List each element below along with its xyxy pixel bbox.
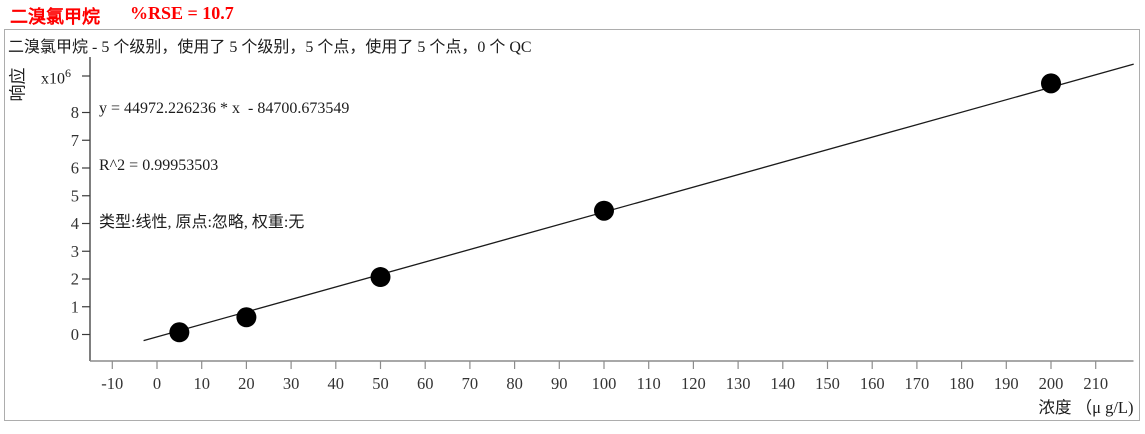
y-tick-label: 3 [71, 242, 79, 261]
x-axis-label: 浓度 （μ g/L) [1038, 398, 1133, 417]
x-tick-label: 200 [1039, 374, 1064, 393]
fit-r-squared: R^2 = 0.99953503 [99, 157, 219, 174]
y-tick-label: 7 [71, 131, 79, 150]
calibration-point[interactable] [370, 267, 391, 288]
x-tick-label: 10 [193, 374, 210, 393]
calibration-point[interactable] [169, 322, 190, 343]
x-tick-label: 80 [506, 374, 523, 393]
y-tick-label: 4 [71, 214, 79, 233]
fit-type-info: 类型:线性, 原点:忽略, 权重:无 [99, 214, 305, 231]
x-tick-label: 170 [905, 374, 930, 393]
x-tick-label: 50 [372, 374, 389, 393]
x-tick-label: 70 [462, 374, 479, 393]
rse-value: %RSE = 10.7 [130, 3, 234, 23]
calibration-point[interactable] [1041, 73, 1061, 94]
x-tick-label: 130 [726, 374, 751, 393]
y-tick-label: 2 [71, 270, 79, 289]
y-tick-label: 8 [71, 103, 79, 122]
x-tick-label: 190 [994, 374, 1019, 393]
compound-name: 二溴氯甲烷 [10, 7, 100, 27]
y-tick-label: 5 [71, 186, 79, 205]
y-tick-label: 1 [71, 297, 79, 316]
x-tick-label: 110 [637, 374, 661, 393]
x-tick-label: 30 [283, 374, 300, 393]
calibration-chart-canvas: 0 1 2 3 4 5 6 7 8 -10 0 10 20 30 40 50 60 70 80 90 100 110 120… [71, 57, 1134, 417]
calibration-point[interactable] [594, 200, 614, 221]
x-tick-label: 150 [815, 374, 840, 393]
fit-equation: y = 44972.226236 * x - 84700.673549 [99, 100, 350, 117]
y-tick-label: 6 [71, 159, 79, 178]
x-tick-label: 140 [770, 374, 795, 393]
calibration-point[interactable] [236, 307, 257, 328]
regression-line [143, 63, 1134, 342]
x-tick-label: 120 [681, 374, 706, 393]
x-tick-label: 20 [238, 374, 255, 393]
x-tick-label: 90 [551, 374, 568, 393]
curve-title-row: 二溴氯甲烷 %RSE = 10.7 [10, 3, 234, 29]
calibration-chart-panel: 二溴氯甲烷 - 5 个级别，使用了 5 个级别，5 个点，使用了 5 个点，0 … [4, 29, 1140, 421]
y-axis-multiplier: x106 [41, 66, 71, 88]
x-tick-label: 40 [328, 374, 345, 393]
x-tick-label: 100 [592, 374, 617, 393]
x-tick-label: -10 [101, 374, 123, 393]
x-tick-label: 210 [1083, 374, 1108, 393]
y-tick-label: 0 [71, 325, 79, 344]
x-tick-label: 160 [860, 374, 885, 393]
x-tick-label: 0 [153, 374, 161, 393]
calibration-levels-info: 二溴氯甲烷 - 5 个级别，使用了 5 个级别，5 个点，使用了 5 个点，0 … [8, 39, 532, 56]
x-tick-label: 180 [949, 374, 974, 393]
fit-annotation: y = 44972.226236 * x - 84700.673549 R^2 … [99, 61, 349, 270]
x-tick-label: 60 [417, 374, 434, 393]
